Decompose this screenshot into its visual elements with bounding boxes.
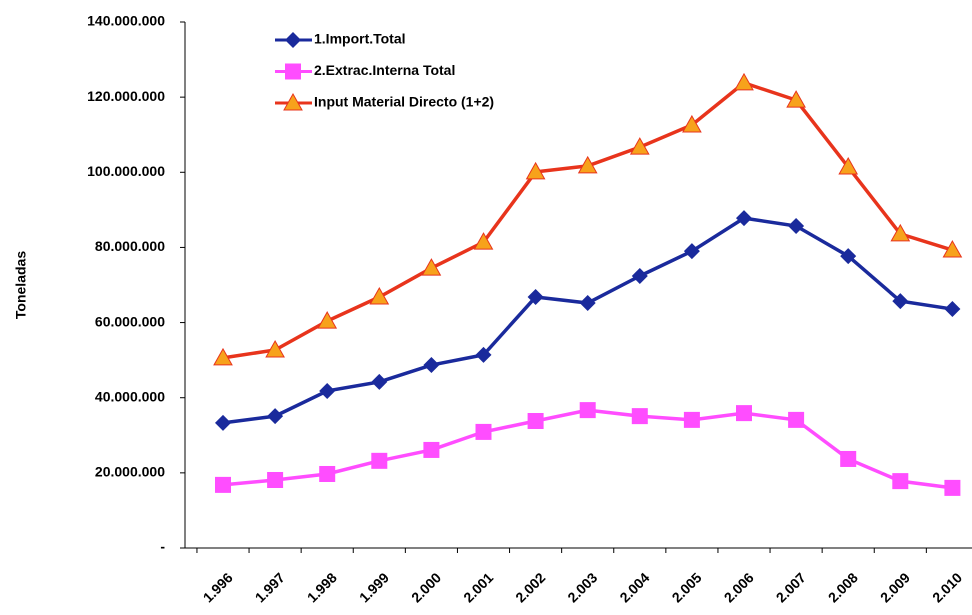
legend-label: Input Material Directo (1+2) <box>314 94 494 110</box>
marker <box>421 258 442 276</box>
marker <box>942 240 963 258</box>
marker <box>475 346 492 363</box>
marker <box>267 408 284 425</box>
marker <box>423 441 440 458</box>
legend-label: 1.Import.Total <box>314 31 406 47</box>
x-tick-label: 1.998 <box>304 569 340 605</box>
marker <box>892 473 909 490</box>
marker <box>838 157 859 175</box>
marker <box>890 223 911 242</box>
series-line <box>222 80 953 360</box>
marker <box>579 295 596 312</box>
y-tick-label: 60.000.000 <box>95 313 165 329</box>
marker <box>736 210 752 227</box>
x-tick-label: 2.003 <box>564 569 600 605</box>
x-tick-label: 2.008 <box>825 569 861 605</box>
marker <box>840 450 857 467</box>
marker <box>319 465 336 482</box>
x-tick-label: 1.999 <box>356 569 392 605</box>
x-tick-label: 1.996 <box>200 569 236 605</box>
marker <box>213 347 233 366</box>
marker <box>215 414 231 431</box>
marker <box>317 311 338 329</box>
marker <box>734 72 754 91</box>
marker <box>319 382 336 399</box>
marker <box>371 452 388 469</box>
x-tick-label: 2.001 <box>460 569 496 605</box>
y-tick-label: 140.000.000 <box>87 13 165 29</box>
marker <box>682 114 702 133</box>
marker <box>283 92 303 111</box>
y-tick-label: 100.000.000 <box>87 163 165 179</box>
y-tick-label: 20.000.000 <box>95 464 165 480</box>
marker <box>786 90 806 108</box>
marker <box>788 218 805 235</box>
marker <box>475 423 492 440</box>
marker <box>736 405 752 422</box>
marker <box>527 289 544 306</box>
marker <box>527 413 544 430</box>
x-tick-label: 2.007 <box>773 569 809 605</box>
x-tick-label: 2.005 <box>669 569 705 605</box>
marker <box>631 408 648 425</box>
marker <box>525 161 546 180</box>
marker <box>215 476 231 493</box>
marker <box>265 339 285 358</box>
x-tick-label: 2.010 <box>929 569 965 605</box>
marker <box>631 267 648 284</box>
marker <box>369 287 390 305</box>
marker <box>285 32 301 48</box>
marker <box>579 402 596 419</box>
marker <box>371 373 388 390</box>
marker <box>892 293 909 310</box>
legend-label: 2.Extrac.Interna Total <box>314 62 455 78</box>
marker <box>840 248 857 265</box>
marker <box>577 155 598 174</box>
x-tick-label: 2.009 <box>877 569 913 605</box>
x-tick-label: 1.997 <box>252 569 288 605</box>
marker <box>629 137 650 155</box>
marker <box>473 232 494 250</box>
x-tick-label: 2.006 <box>721 569 757 605</box>
y-tick-label: 120.000.000 <box>87 88 165 104</box>
y-axis-label: Toneladas <box>13 251 29 319</box>
y-tick-label: - <box>160 539 165 555</box>
x-tick-label: 2.000 <box>408 569 444 605</box>
y-tick-label: 40.000.000 <box>95 388 165 404</box>
marker <box>285 63 301 80</box>
marker <box>683 411 700 428</box>
marker <box>683 243 700 260</box>
marker <box>944 479 961 496</box>
x-tick-label: 2.004 <box>616 569 652 605</box>
x-tick-label: 2.002 <box>512 569 548 605</box>
marker <box>788 411 805 428</box>
marker <box>267 471 284 488</box>
marker <box>944 301 961 318</box>
marker <box>423 357 440 374</box>
y-tick-label: 80.000.000 <box>95 238 165 254</box>
